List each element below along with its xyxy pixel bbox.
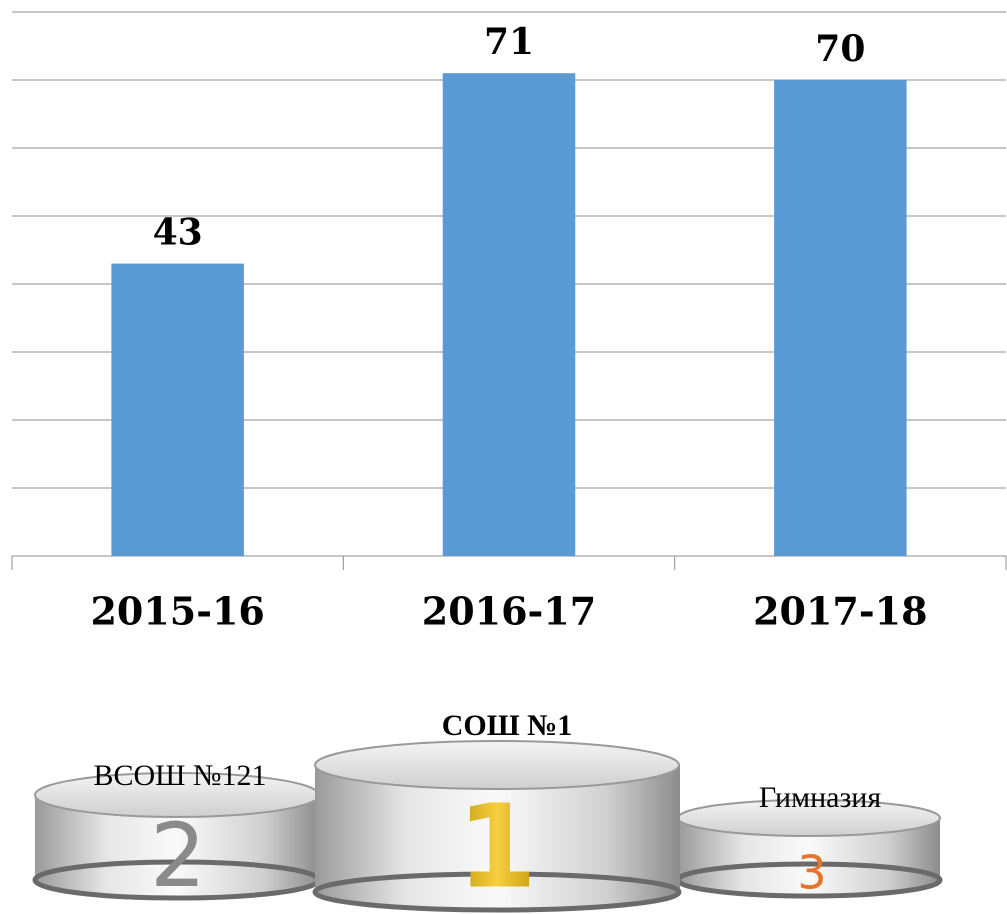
podium-step xyxy=(678,818,940,896)
x-tick-label: 2015-16 xyxy=(90,589,264,634)
place-number: 3 xyxy=(797,846,826,900)
podium-step xyxy=(35,795,320,899)
place-number: 2 xyxy=(150,804,206,907)
bar xyxy=(111,263,244,556)
school-label: Гимназия xyxy=(759,781,882,814)
bar xyxy=(774,80,907,556)
school-label: ВСОШ №121 xyxy=(93,759,266,792)
podium-step xyxy=(315,765,680,911)
x-tick-label: 2016-17 xyxy=(422,589,596,634)
x-tick-label: 2017-18 xyxy=(753,589,927,634)
podium-rim xyxy=(312,871,682,913)
place-number: 1 xyxy=(457,781,537,914)
school-label: СОШ №1 xyxy=(442,709,573,742)
podium: 2 1 3 ВСОШ №121 СОШ №1 Гимназия xyxy=(32,709,943,914)
bar xyxy=(442,73,576,556)
chart: 2015-16 43 2016-17 71 2017-18 70 xyxy=(11,11,1007,634)
value-label: 70 xyxy=(815,28,865,70)
value-label: 43 xyxy=(153,212,203,254)
podium-top xyxy=(314,740,680,790)
value-label: 71 xyxy=(484,21,534,63)
